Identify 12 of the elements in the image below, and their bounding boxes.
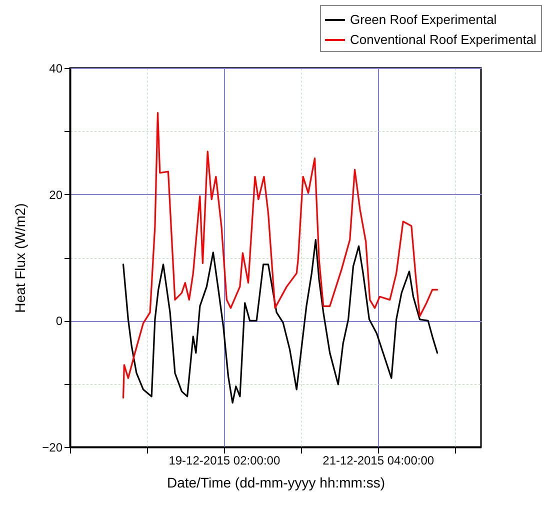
legend-label: Green Roof Experimental (350, 12, 497, 27)
y-axis-title: Heat Flux (W/m2) (12, 203, 28, 313)
y-tick-label: 20 (49, 188, 63, 202)
x-axis-title: Date/Time (dd-mm-yyyy hh:mm:ss) (166, 474, 386, 490)
y-tick-label: 0 (56, 314, 63, 328)
y-tick-label: 40 (49, 62, 63, 76)
y-tick-label: −20 (42, 440, 63, 454)
legend-label: Conventional Roof Experimental (350, 32, 537, 47)
x-tick-label: 19-12-2015 02:00:00 (168, 454, 280, 468)
line-series (122, 112, 438, 399)
x-tick-label: 21-12-2015 04:00:00 (322, 454, 434, 468)
line-series (122, 239, 438, 404)
